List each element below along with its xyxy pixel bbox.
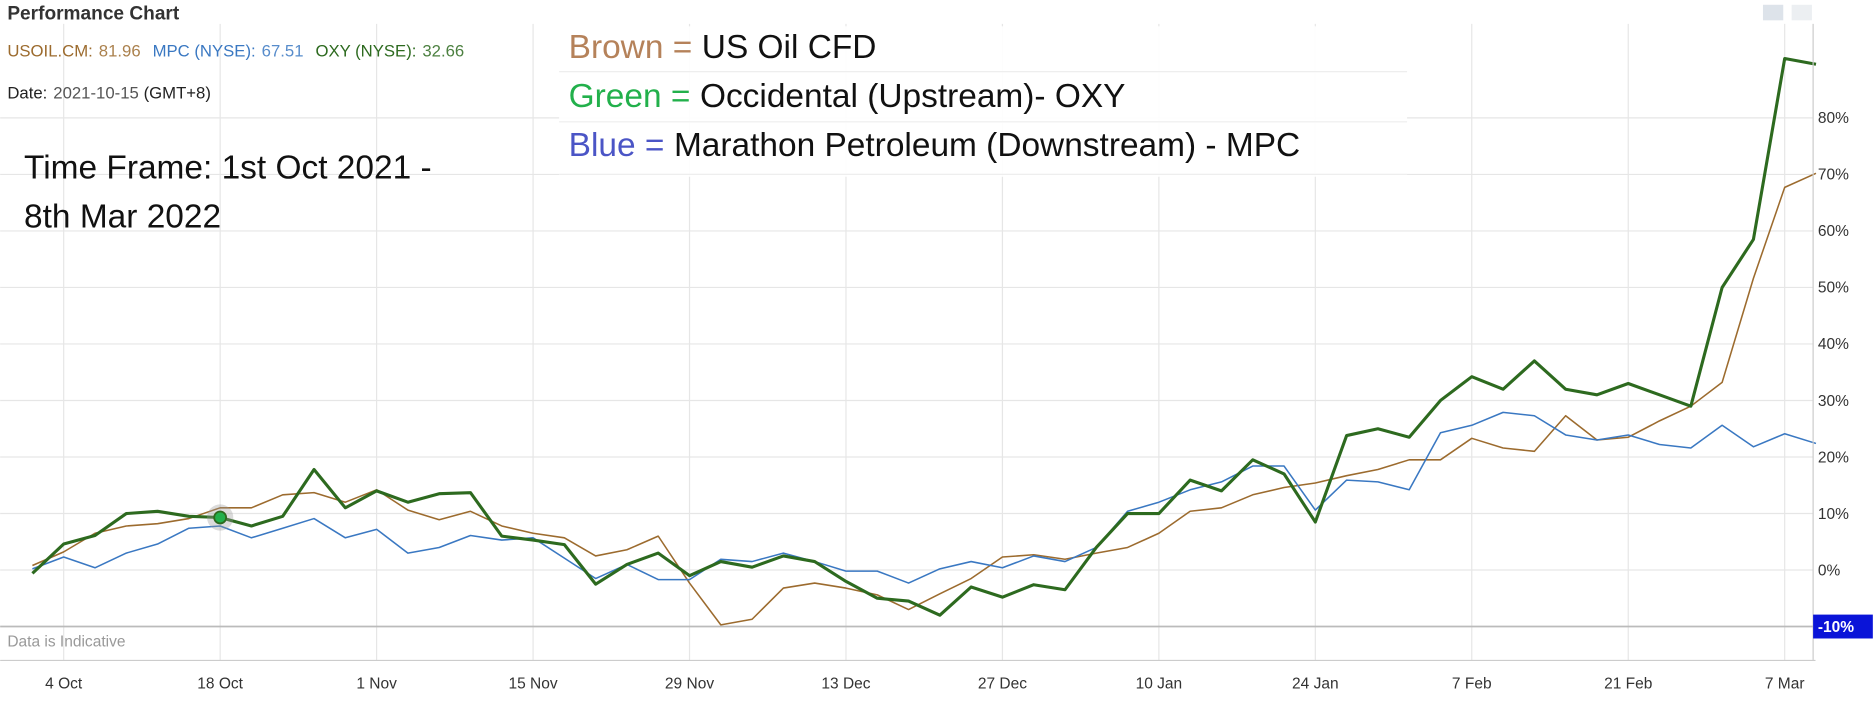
y-tick-label: 80%: [1818, 110, 1849, 127]
current-value-box: [1813, 614, 1873, 639]
lines: [31, 56, 1817, 626]
legend-readout: USOIL.CM: 81.96 MPC (NYSE): 67.51 OXY (NYSE)…: [7, 42, 464, 61]
y-tick-label: 70%: [1818, 167, 1849, 184]
x-tick-label: 7 Mar: [1765, 675, 1805, 692]
x-tick-label: 18 Oct: [197, 675, 243, 692]
annotation-row: Blue = Marathon Petroleum (Downstream) - …: [569, 127, 1301, 164]
date-label: Date: [7, 84, 42, 103]
timeframe: 8th Mar 2022: [24, 198, 221, 235]
x-tick-label: 21 Feb: [1604, 675, 1652, 692]
annotation-box: [559, 26, 1408, 177]
series-line: [31, 56, 1817, 617]
x-tick-label: 4 Oct: [45, 675, 83, 692]
annotation-text: US Oil CFD: [702, 29, 877, 66]
y-tick-label: 0%: [1818, 562, 1841, 579]
y-tick-label: 10%: [1818, 506, 1849, 523]
annotation-row: Green = Occidental (Upstream)- OXY: [569, 78, 1126, 115]
annotation-row: Brown = US Oil CFD: [569, 29, 877, 66]
x-tick-label: 24 Jan: [1292, 675, 1339, 692]
date-timezone: (GMT+8): [144, 84, 211, 103]
y-tick-label: 30%: [1818, 393, 1849, 410]
icon: [1762, 4, 1784, 21]
hover-point: [213, 510, 228, 525]
series-line: [32, 172, 1817, 626]
chart-title: Performance Chart: [7, 3, 180, 24]
date-value: 2021-10-15: [53, 84, 139, 103]
annotation-text: Occidental (Upstream)- OXY: [700, 78, 1126, 115]
hover-date: Date: 2021-10-15 (GMT+8): [7, 84, 211, 103]
grid: [0, 23, 1814, 661]
icon: [1791, 4, 1812, 21]
footnote: Data is Indicative: [7, 634, 125, 651]
x-tick-label: 13 Dec: [821, 675, 870, 692]
legend: USOIL.CM: 81.96 MPC (NYSE): 67.51 OXY (NYSE)…: [7, 42, 464, 103]
annotation-key: Green =: [569, 78, 691, 115]
x-tick-label: 10 Jan: [1136, 675, 1183, 692]
legend-name: OXY (NYSE): [315, 42, 411, 61]
x-tick-label: 27 Dec: [978, 675, 1027, 692]
y-tick-label: 60%: [1818, 223, 1849, 240]
x-tick-label: 1 Nov: [356, 675, 397, 692]
x-tick-label: 7 Feb: [1452, 675, 1492, 692]
series-line: [32, 411, 1817, 584]
y-tick-label: 50%: [1818, 280, 1849, 297]
y-tick-label: 40%: [1818, 336, 1849, 353]
legend-value: 32.66: [422, 42, 464, 61]
legend-value: 81.96: [99, 42, 141, 61]
legend-separator: :: [88, 42, 93, 61]
timeframe: Time Frame: 1st Oct 2021 -: [24, 149, 432, 186]
y-tick-label: -10%: [1818, 619, 1854, 636]
legend-name: USOIL.CM: [7, 42, 88, 61]
annotation-text: Marathon Petroleum (Downstream) - MPC: [674, 127, 1300, 164]
legend-separator: :: [251, 42, 256, 61]
x-tick-label: 29 Nov: [665, 675, 714, 692]
annotation-key: Blue =: [569, 127, 665, 164]
annotation: Brown = US Oil CFD Green = Occidental (Upst…: [569, 29, 1301, 164]
annotation-key: Brown =: [569, 29, 693, 66]
y-tick-label: 20%: [1818, 449, 1849, 466]
date-separator: :: [43, 84, 48, 103]
legend-separator: :: [412, 42, 417, 61]
x-tick-label: 15 Nov: [508, 675, 557, 692]
legend-name: MPC (NYSE): [153, 42, 251, 61]
legend-value: 67.51: [262, 42, 304, 61]
